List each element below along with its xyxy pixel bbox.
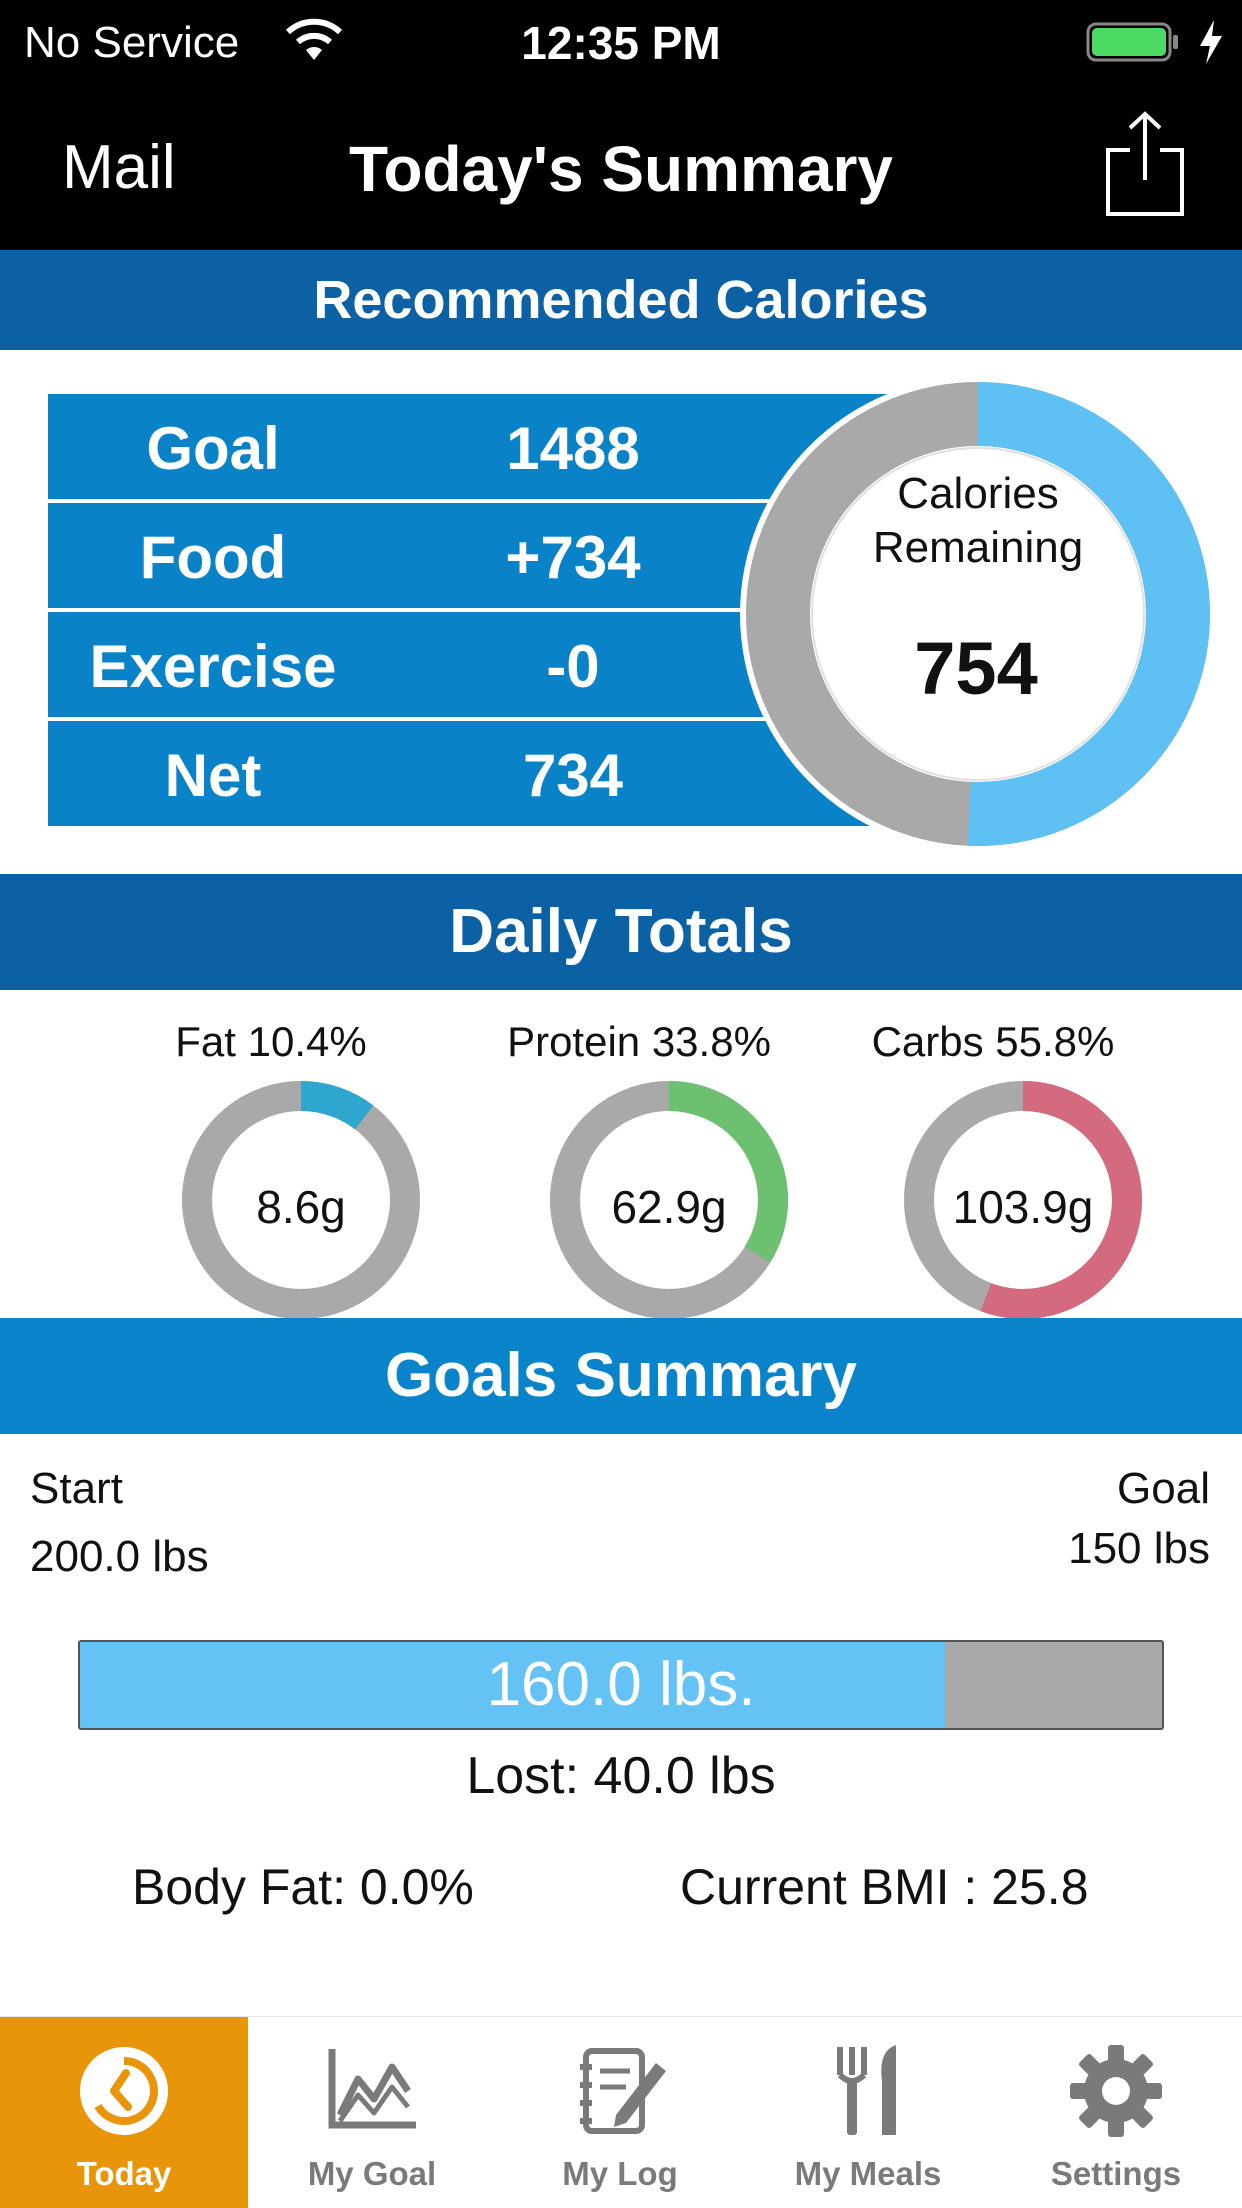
macro-fat-ring [182,1081,420,1319]
calories-row-value: -0 [546,633,600,700]
notebook-pencil-icon [580,2048,666,2134]
macro-protein-value: 62.9g [611,1181,727,1233]
navigation-bar: Mail Today's Summary [0,84,1242,250]
goals-summary-header: Goals Summary [0,1318,1242,1434]
calories-row-label: Food [139,524,287,591]
ring-label-line2: Remaining [873,523,1083,572]
start-weight: 200.0 lbs [30,1532,209,1581]
macro-carbs-ring [904,1081,1142,1319]
macro-fat-arc [182,1081,420,1319]
gear-icon [1070,2045,1162,2137]
goal-weight: 150 lbs [1068,1524,1210,1573]
tab-label: My Log [562,2155,678,2192]
tab-label: My Meals [794,2155,942,2192]
tab-settings[interactable]: Settings [992,2017,1240,2208]
macro-carbs: Carbs 55.8% 103.9g [828,1010,1158,1320]
macro-fat: Fat 10.4% 8.6g [106,1010,436,1320]
weight-progress-fill [80,1642,946,1728]
macro-carbs-label: Carbs 55.8% [871,1018,1115,1065]
chart-icon [328,2049,416,2129]
today-clock-icon [80,2047,168,2135]
tab-today[interactable]: Today [0,2017,248,2208]
calories-row-value: 734 [522,742,624,809]
macro-protein-ring [550,1081,788,1319]
macro-protein-arc [550,1081,788,1319]
fork-knife-icon [837,2045,896,2135]
calories-row-label: Goal [146,415,280,482]
calories-row-label: Exercise [89,633,337,700]
status-bar: No Service 12:35 PM [0,0,1242,84]
share-icon[interactable] [1102,110,1188,218]
battery-icon [1086,22,1178,62]
tab-label: Today [76,2155,172,2192]
tab-my-log[interactable]: My Log [496,2017,744,2208]
macro-carbs-arc [904,1081,1142,1319]
calories-row-label: Net [164,742,262,809]
page-title: Today's Summary [349,133,893,205]
tab-label: My Goal [307,2155,437,2192]
tab-my-goal[interactable]: My Goal [248,2017,496,2208]
recommended-calories-header: Recommended Calories [0,250,1242,350]
calories-row-goal: Goal 1488 [48,394,908,499]
wifi-icon [285,18,343,60]
macro-protein: Protein 33.8% 62.9g [474,1010,804,1320]
clock-time: 12:35 PM [521,17,721,69]
calories-row-value: +734 [505,524,641,591]
back-to-mail-button[interactable]: Mail [62,133,176,202]
weight-progress-bar: 160.0 lbs. [78,1640,1164,1730]
macro-fat-label: Fat 10.4% [175,1018,367,1065]
calories-ring-graphic: Calories Remaining 754 [740,376,1216,852]
macro-fat-value: 8.6g [256,1181,346,1233]
calories-ring-remaining [746,382,1210,846]
current-bmi: Current BMI : 25.8 [680,1859,1089,1915]
calories-row-net: Net 734 [48,721,908,826]
calories-row-value: 1488 [506,415,640,482]
charging-bolt-icon [1200,20,1222,64]
daily-totals-header: Daily Totals [0,874,1242,990]
macro-carbs-value: 103.9g [952,1181,1094,1233]
weight-lost: Lost: 40.0 lbs [466,1747,776,1805]
ring-label-line1: Calories [897,469,1058,518]
start-label: Start [30,1464,123,1513]
calories-remaining-value: 754 [914,627,1037,710]
tab-label: Settings [1050,2155,1182,2192]
macro-protein-label: Protein 33.8% [507,1018,771,1065]
body-fat: Body Fat: 0.0% [132,1859,474,1915]
goal-label: Goal [1117,1464,1210,1513]
tab-my-meals[interactable]: My Meals [744,2017,992,2208]
tab-bar: Today My Goal My Log My Meals [0,2016,1242,2208]
carrier-label: No Service [24,18,240,67]
calories-remaining-ring: Calories Remaining 754 [738,374,1218,854]
current-weight: 160.0 lbs. [486,1650,756,1719]
